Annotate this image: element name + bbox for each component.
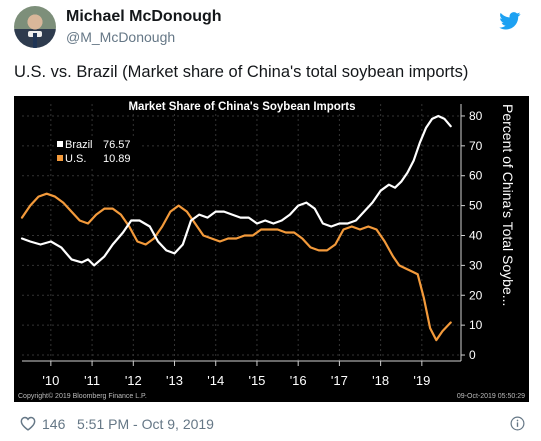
chart-copyright: Copyright© 2019 Bloomberg Finance L.P. [18,392,147,400]
info-icon[interactable] [510,416,525,431]
x-tick-label: '11 [84,373,100,388]
avatar-tie [33,33,37,48]
twitter-bird-icon[interactable] [499,12,521,30]
chart-title: Market Share of China's Soybean Imports [128,101,355,113]
tweet-timestamp[interactable]: 5:51 PM - Oct 9, 2019 [77,416,214,432]
x-tick-label: '12 [125,373,142,388]
y-axis-label: Percent of China's Total Soybe... [500,104,516,306]
y-tick-label: 10 [469,318,483,332]
x-tick-label: '16 [290,373,307,388]
chart-image[interactable]: 0 10 20 30 40 50 60 70 80 '10'11'12'13'14'15'16 '… [14,96,529,402]
legend-box [54,136,140,166]
x-tick-label: '13 [166,373,183,388]
x-tick-label: '19 [413,373,430,388]
y-tick-label: 60 [469,169,483,183]
tweet-footer: 146 5:51 PM - Oct 9, 2019 [14,415,529,435]
legend-swatch-us [57,155,63,161]
x-axis-ticks: '10 '11 '12 '13 '14 '15 '16 '17 '18 '19 [42,361,430,388]
chart-gridlines [22,104,461,361]
chart-series [20,114,452,342]
tweet-text: U.S. vs. Brazil (Market share of China's… [14,63,469,81]
x-tick-label: '10 [42,373,59,388]
legend-value-brazil: 76.57 [103,139,131,151]
user-handle[interactable]: @M_McDonough [66,29,176,45]
y-tick-label: 50 [469,199,483,213]
series-line-us [20,192,452,342]
y-tick-label: 30 [469,258,483,272]
y-tick-label: 70 [469,139,483,153]
y-tick-label: 80 [469,109,483,123]
like-count: 146 [42,416,66,432]
tweet-header: Michael McDonough @M_McDonough [14,6,529,50]
legend-swatch-brazil [57,141,63,147]
x-tick-label: '17 [331,373,348,388]
chart-legend: Brazil 76.57 U.S. 10.89 [54,136,140,166]
legend-value-us: 10.89 [103,153,131,165]
user-name[interactable]: Michael McDonough [66,8,222,25]
series-line-brazil [20,114,452,267]
y-axis-ticks: 0 10 20 30 40 50 60 70 80 [461,109,483,362]
heart-icon[interactable] [20,416,36,431]
chart-date-stamp: 09-Oct-2019 05:50:29 [457,393,525,400]
legend-label-us: U.S. [65,153,86,165]
y-tick-label: 40 [469,228,483,242]
x-tick-label: '18 [372,373,389,388]
avatar[interactable] [14,6,56,48]
y-tick-label: 20 [469,288,483,302]
y-tick-label: 0 [469,348,476,362]
x-tick-label: '15 [248,373,265,388]
legend-label-brazil: Brazil [65,139,93,151]
x-tick-label: '14 [207,373,224,388]
